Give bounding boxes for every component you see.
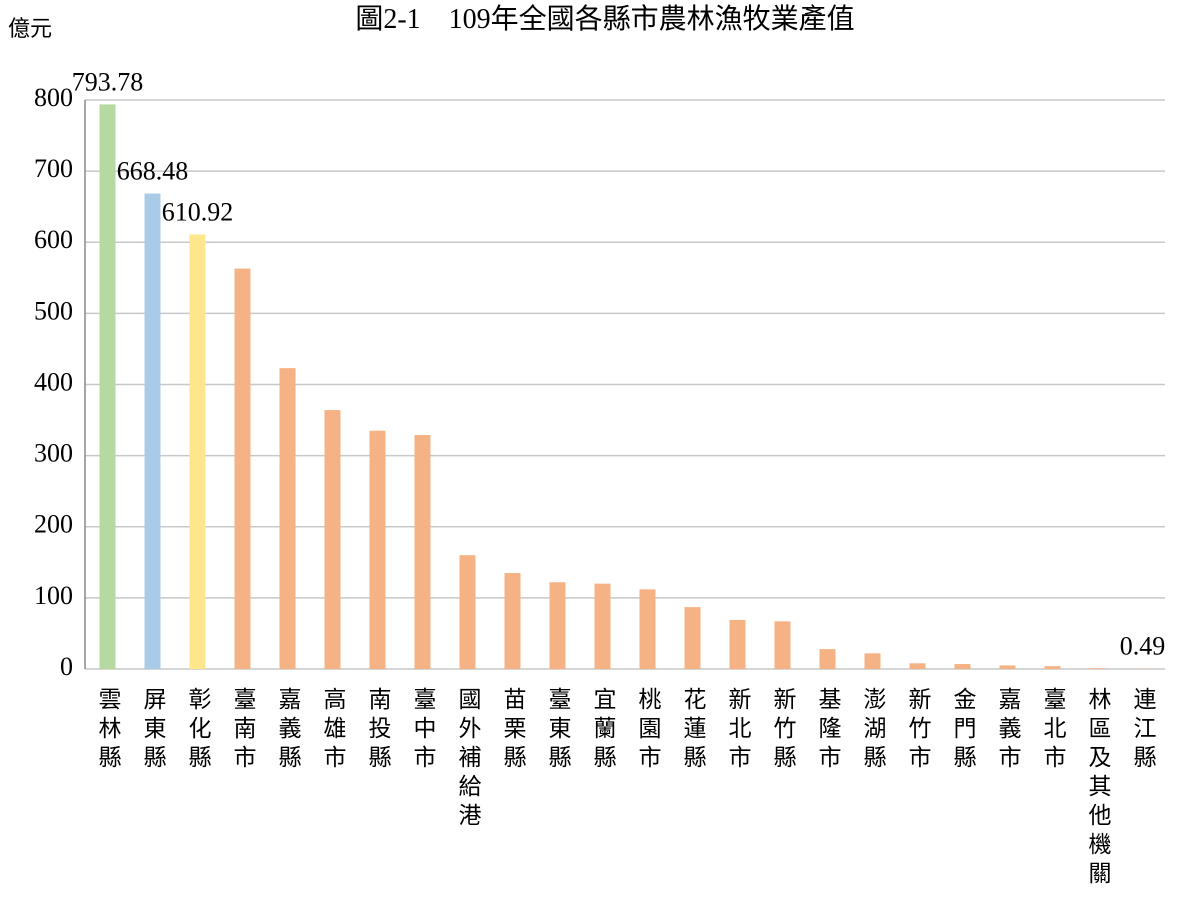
x-tick-label: 金門縣	[950, 687, 977, 774]
bar	[999, 665, 1016, 669]
x-tick-label: 臺北市	[1040, 687, 1067, 774]
y-axis-label: 億元	[8, 16, 52, 41]
bar	[954, 664, 971, 669]
bar	[189, 234, 206, 669]
x-tick-label: 桃園市	[635, 687, 662, 774]
x-tick-label: 澎湖縣	[860, 687, 887, 774]
bar	[234, 268, 251, 669]
bar	[684, 607, 701, 669]
bar	[369, 430, 386, 669]
x-tick-label: 花蓮縣	[680, 687, 707, 774]
bar	[504, 572, 521, 669]
chart-title: 圖2-1 109年全國各縣市農林漁牧業產值	[355, 3, 854, 35]
y-tick-label: 700	[34, 154, 73, 183]
bar	[324, 410, 341, 669]
bar	[819, 649, 836, 669]
x-tick-label: 高雄市	[320, 687, 347, 774]
bar	[99, 104, 116, 670]
x-tick-label: 彰化縣	[185, 687, 212, 774]
x-tick-label: 苗栗縣	[500, 687, 527, 774]
bar	[144, 193, 161, 670]
x-tick-label: 南投縣	[365, 687, 392, 774]
x-tick-label: 臺中市	[410, 687, 436, 774]
y-tick-label: 500	[34, 296, 73, 325]
value-label: 668.48	[117, 157, 189, 186]
bar	[279, 368, 296, 669]
x-tick-label: 雲林縣	[95, 687, 122, 774]
value-label: 0.49	[1120, 632, 1166, 661]
y-tick-label: 800	[34, 83, 73, 112]
x-tick-label: 林區及其他機關	[1085, 687, 1112, 890]
y-tick-label: 200	[34, 510, 73, 539]
y-tick-label: 0	[60, 652, 73, 681]
x-tick-label: 臺南市	[230, 687, 256, 774]
bar	[774, 621, 791, 669]
y-tick-label: 300	[34, 439, 73, 468]
x-tick-label: 新北市	[725, 687, 752, 774]
bar	[639, 589, 656, 669]
value-label: 610.92	[162, 197, 234, 226]
x-tick-label: 屏東縣	[140, 687, 167, 774]
y-tick-label: 100	[34, 581, 73, 610]
x-tick-label: 嘉義市	[995, 687, 1022, 774]
bar	[909, 663, 926, 669]
x-tick-label: 連江縣	[1130, 687, 1157, 774]
value-label: 793.78	[72, 67, 144, 96]
bar	[1089, 668, 1106, 669]
y-tick-label: 600	[34, 225, 73, 254]
x-tick-label: 國外補給港	[455, 687, 482, 832]
bar	[594, 583, 611, 669]
x-tick-label: 臺東縣	[545, 687, 572, 774]
x-tick-label: 新竹縣	[770, 687, 797, 774]
x-tick-label: 宜蘭縣	[590, 687, 617, 774]
bar	[864, 653, 881, 669]
bar	[1044, 666, 1061, 669]
bar	[549, 582, 566, 669]
x-tick-label: 基隆市	[815, 687, 842, 774]
bar	[414, 434, 431, 669]
bar	[459, 555, 476, 669]
x-tick-label: 新竹市	[905, 687, 932, 774]
x-tick-label: 嘉義縣	[275, 687, 302, 774]
y-tick-label: 400	[34, 367, 73, 396]
bar	[729, 619, 746, 669]
